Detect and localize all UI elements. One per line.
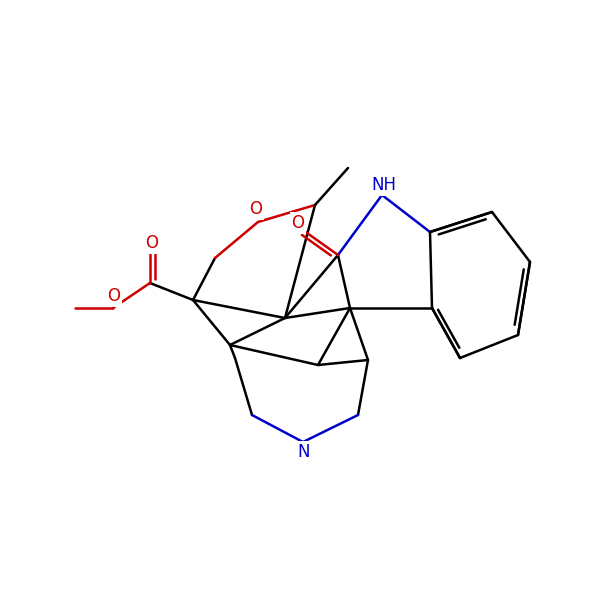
Text: O: O xyxy=(146,234,158,252)
Text: O: O xyxy=(250,200,263,218)
Text: NH: NH xyxy=(371,176,397,194)
Text: O: O xyxy=(292,214,305,232)
Text: N: N xyxy=(298,443,310,461)
Text: O: O xyxy=(107,287,121,305)
